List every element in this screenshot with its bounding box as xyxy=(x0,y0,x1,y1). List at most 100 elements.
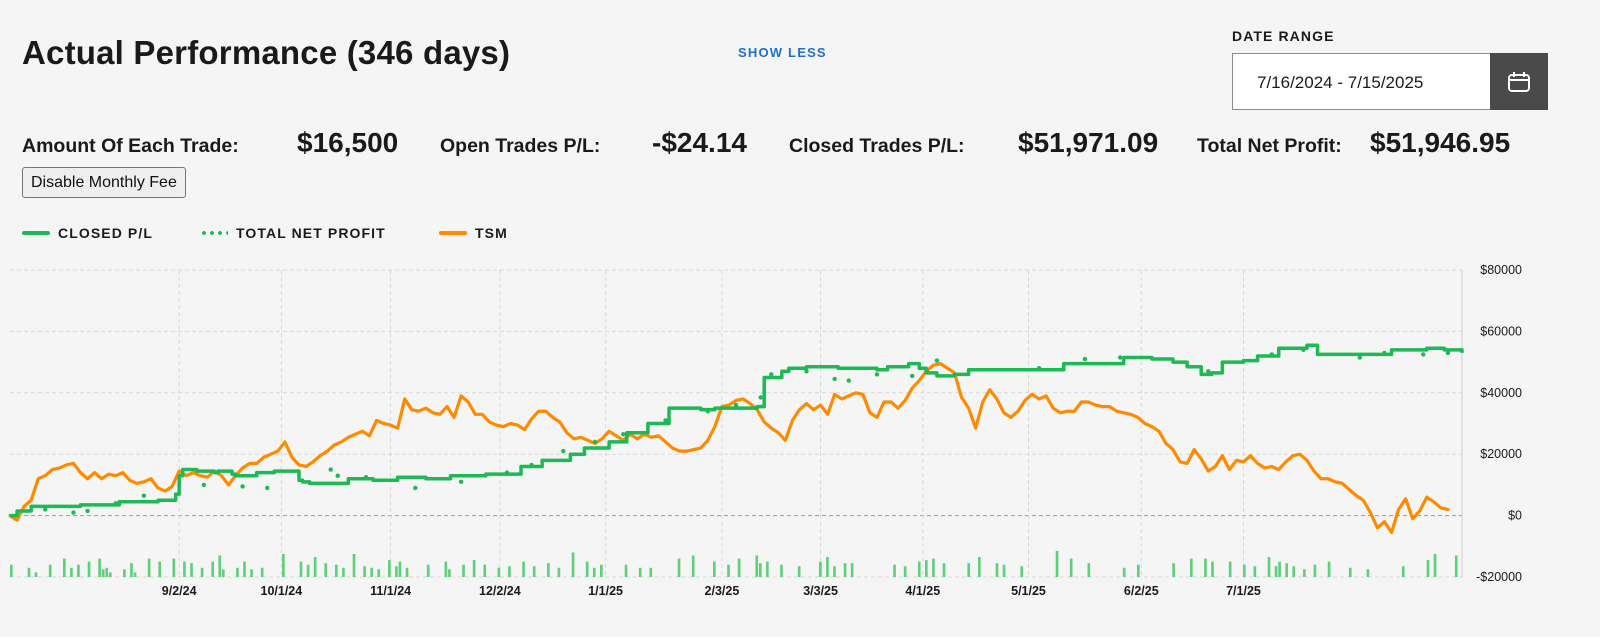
trade-amount-label: Amount Of Each Trade: xyxy=(22,135,239,157)
date-range-input[interactable]: 7/16/2024 - 7/15/2025 xyxy=(1232,53,1548,110)
series-point-total-net-profit xyxy=(265,485,270,491)
volume-bar xyxy=(1433,553,1437,577)
calendar-button[interactable] xyxy=(1490,53,1548,110)
net-profit-value: $51,946.95 xyxy=(1370,127,1511,158)
volume-bar xyxy=(677,558,681,577)
volume-bar xyxy=(363,566,366,577)
volume-bar xyxy=(624,564,628,577)
show-less-link[interactable]: SHOW LESS xyxy=(738,45,827,60)
series-point-total-net-profit xyxy=(1036,366,1042,371)
volume-bar xyxy=(850,563,854,577)
volume-bar xyxy=(1426,560,1430,577)
legend-label-tsm: TSM xyxy=(475,225,508,241)
series-point-total-net-profit xyxy=(43,507,48,512)
volume-bar xyxy=(1303,569,1306,577)
volume-bar xyxy=(942,563,946,577)
series-point-total-net-profit xyxy=(1206,369,1211,374)
series-point-total-net-profit xyxy=(621,432,626,437)
volume-bar xyxy=(448,569,451,577)
volume-bar xyxy=(98,558,101,577)
net-profit-label: Total Net Profit: xyxy=(1197,135,1342,157)
volume-bar xyxy=(158,561,162,577)
series-line-closed-pl xyxy=(10,343,1464,518)
volume-bar xyxy=(221,569,225,577)
volume-bar xyxy=(183,561,186,577)
series-point-total-net-profit xyxy=(113,501,118,506)
series-point-total-net-profit xyxy=(1082,356,1088,362)
volume-bar xyxy=(1253,566,1257,577)
volume-bar xyxy=(405,567,409,577)
volume-bar xyxy=(917,561,921,577)
series-point-total-net-profit xyxy=(910,373,915,379)
volume-bar xyxy=(101,569,105,577)
volume-bar xyxy=(377,569,381,577)
volume-bar xyxy=(557,567,561,577)
volume-bar xyxy=(1069,558,1073,577)
volume-bar xyxy=(108,572,112,577)
volume-bar xyxy=(592,567,596,577)
volume-bar xyxy=(780,564,783,577)
series-point-total-net-profit xyxy=(1445,350,1451,356)
volume-bar xyxy=(147,558,151,577)
volume-bar xyxy=(1204,558,1207,577)
volume-bar xyxy=(833,566,836,577)
volume-bar xyxy=(1348,567,1352,577)
volume-bar xyxy=(243,561,246,577)
volume-bar xyxy=(1454,555,1458,577)
series-point-total-net-profit xyxy=(529,462,534,468)
open-trades-label: Open Trades P/L: xyxy=(440,135,601,157)
volume-bar xyxy=(649,567,653,577)
volume-bar xyxy=(932,558,935,577)
series-point-total-net-profit xyxy=(201,482,207,488)
volume-bar xyxy=(306,564,310,577)
legend-closed-pl[interactable]: CLOSED P/L xyxy=(22,225,153,241)
legend-swatch-closed xyxy=(22,231,50,235)
volume-bar xyxy=(522,561,525,577)
legend-swatch-total xyxy=(200,231,228,235)
volume-bar xyxy=(893,564,896,577)
series-point-total-net-profit xyxy=(240,484,245,489)
volume-bar xyxy=(48,564,52,577)
series-point-total-net-profit xyxy=(934,358,940,363)
calendar-icon xyxy=(1508,71,1530,92)
volume-bar xyxy=(282,553,285,577)
volume-bar xyxy=(1242,564,1246,577)
volume-bar xyxy=(1020,566,1024,577)
y-tick-label: $20000 xyxy=(1480,447,1522,461)
volume-bar xyxy=(313,557,317,577)
volume-bar xyxy=(200,567,204,577)
volume-bar xyxy=(260,567,264,577)
volume-bar xyxy=(903,566,907,577)
series-point-total-net-profit xyxy=(1357,355,1362,360)
volume-bar xyxy=(571,552,575,577)
volume-bar xyxy=(1285,563,1289,577)
volume-bar xyxy=(766,561,769,577)
legend-tsm[interactable]: TSM xyxy=(439,225,508,241)
x-tick-label: 4/1/25 xyxy=(905,584,940,598)
volume-bar xyxy=(62,558,66,577)
y-tick-label: -$20000 xyxy=(1476,570,1522,584)
volume-bar xyxy=(172,558,176,577)
volume-bar xyxy=(342,567,345,577)
legend-label-total: TOTAL NET PROFIT xyxy=(236,225,386,241)
series-point-total-net-profit xyxy=(592,439,598,445)
volume-bar xyxy=(77,564,80,577)
volume-bar xyxy=(27,567,31,577)
volume-bar xyxy=(462,564,465,577)
volume-bar xyxy=(370,567,373,577)
volume-bar xyxy=(826,557,829,577)
legend-label-closed: CLOSED P/L xyxy=(58,225,154,241)
x-tick-label: 6/2/25 xyxy=(1124,584,1159,598)
volume-bar xyxy=(34,572,38,577)
volume-bar xyxy=(398,561,402,577)
x-tick-label: 1/1/25 xyxy=(588,584,623,598)
disable-monthly-fee-button[interactable]: Disable Monthly Fee xyxy=(22,167,186,198)
series-point-total-net-profit xyxy=(1301,347,1306,353)
date-range-label: DATE RANGE xyxy=(1232,28,1335,44)
volume-bar xyxy=(1274,566,1278,577)
closed-trades-value: $51,971.09 xyxy=(1018,127,1159,158)
series-line-tsm xyxy=(8,362,1450,535)
volume-bar xyxy=(483,564,487,577)
legend-total-net-profit[interactable]: TOTAL NET PROFIT xyxy=(200,225,386,241)
